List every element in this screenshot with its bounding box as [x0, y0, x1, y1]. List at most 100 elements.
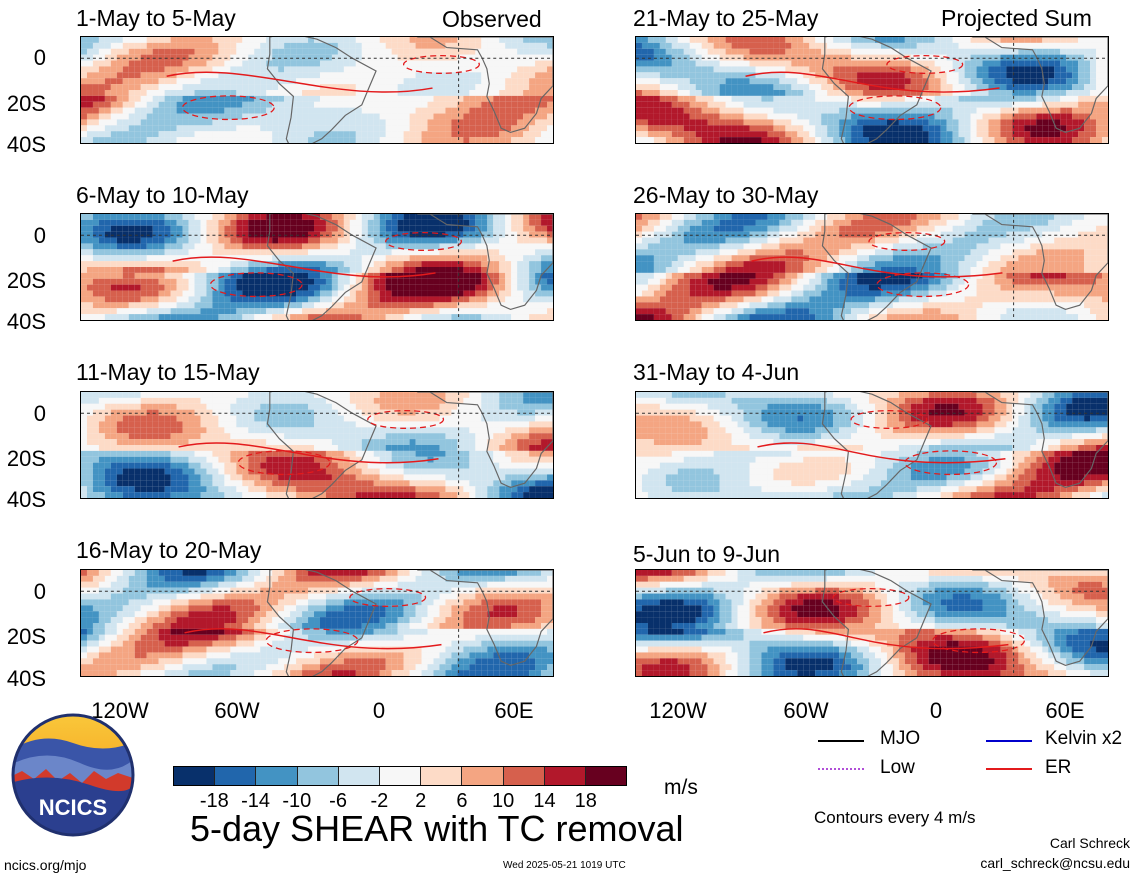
- shear-cell: [110, 42, 117, 49]
- shear-cell: [463, 225, 470, 232]
- shear-cell: [463, 261, 470, 267]
- shear-cell: [81, 66, 87, 73]
- shear-cell: [541, 581, 548, 588]
- shear-cell: [427, 95, 434, 102]
- shear-cell: [385, 278, 392, 285]
- shear-cell: [397, 72, 404, 79]
- shear-cell: [469, 415, 476, 422]
- shear-cell: [535, 231, 542, 238]
- shear-cell: [176, 237, 183, 244]
- shear-cell: [439, 137, 446, 143]
- shear-cell: [194, 445, 201, 451]
- shear-cell: [505, 308, 512, 315]
- shear-cell: [146, 60, 153, 67]
- shear-cell: [481, 427, 488, 434]
- shear-cell: [325, 72, 332, 79]
- shear-cell: [481, 290, 488, 297]
- shear-cell: [302, 492, 309, 498]
- shear-cell: [409, 95, 416, 102]
- shear-cell: [122, 290, 129, 297]
- shear-cell: [134, 119, 141, 126]
- shear-cell: [296, 599, 303, 606]
- shear-cell: [517, 575, 524, 582]
- shear-cell: [529, 278, 536, 285]
- shear-cell: [92, 72, 99, 79]
- shear-cell: [361, 611, 368, 618]
- shear-cell: [487, 468, 494, 475]
- shear-cell: [224, 37, 231, 43]
- shear-cell: [421, 119, 428, 126]
- shear-cell: [188, 243, 195, 250]
- shear-cell: [140, 272, 147, 279]
- shear-cell: [290, 397, 297, 404]
- shear-cell: [499, 486, 506, 493]
- shear-cell: [86, 284, 93, 291]
- shear-cell: [409, 101, 416, 108]
- shear-cell: [302, 125, 309, 132]
- shear-cell: [170, 37, 177, 43]
- shear-cell: [260, 101, 267, 108]
- shear-cell: [349, 480, 356, 487]
- shear-cell: [331, 314, 338, 320]
- shear-cell: [319, 66, 326, 73]
- shear-cell: [421, 433, 428, 440]
- shear-cell: [296, 308, 303, 315]
- shear-cell: [391, 570, 398, 576]
- shear-cell: [110, 617, 117, 623]
- shear-cell: [206, 492, 213, 498]
- shear-cell: [158, 468, 165, 475]
- shear-cell: [499, 415, 506, 422]
- shear-cell: [242, 78, 249, 85]
- shear-cell: [104, 48, 111, 55]
- shear-cell: [475, 278, 482, 285]
- shear-cell: [535, 95, 542, 102]
- shear-cell: [122, 427, 129, 434]
- shear-cell: [110, 480, 117, 487]
- shear-cell: [319, 42, 326, 49]
- shear-cell: [451, 278, 458, 285]
- shear-cell: [535, 101, 542, 108]
- shear-cell: [98, 302, 105, 309]
- shear-cell: [475, 409, 482, 416]
- shear-cell: [493, 308, 500, 315]
- shear-cell: [499, 95, 506, 102]
- shear-cell: [242, 474, 249, 481]
- shear-cell: [272, 225, 279, 232]
- shear-cell: [146, 450, 153, 457]
- shear-cell: [92, 587, 99, 594]
- shear-cell: [421, 296, 428, 303]
- shear-cell: [260, 474, 267, 481]
- shear-cell: [212, 107, 219, 114]
- shear-cell: [397, 95, 404, 102]
- shear-cell: [373, 587, 380, 594]
- shear-cell: [439, 119, 446, 126]
- shear-cell: [158, 290, 165, 297]
- shear-cell: [98, 427, 105, 434]
- shear-cell: [337, 214, 344, 220]
- shear-cell: [200, 421, 207, 428]
- shear-cell: [248, 302, 255, 309]
- shear-cell: [140, 113, 147, 120]
- shear-cell: [331, 78, 338, 85]
- shear-cell: [487, 570, 494, 576]
- shear-cell: [266, 137, 273, 143]
- shear-cell: [302, 575, 309, 582]
- shear-cell: [116, 219, 123, 226]
- shear-cell: [104, 290, 111, 297]
- shear-cell: [218, 231, 225, 238]
- shear-cell: [445, 415, 452, 422]
- shear-cell: [367, 480, 374, 487]
- shear-cell: [505, 611, 512, 618]
- shear-cell: [355, 60, 362, 67]
- shear-cell: [457, 308, 464, 315]
- shear-cell: [200, 37, 207, 43]
- shear-cell: [308, 113, 315, 120]
- shear-cell: [81, 427, 87, 434]
- shear-cell: [230, 107, 237, 114]
- shear-cell: [290, 599, 297, 606]
- shear-cell: [170, 137, 177, 143]
- shear-cell: [325, 427, 332, 434]
- shear-cell: [164, 101, 171, 108]
- shear-cell: [152, 587, 159, 594]
- shear-cell: [230, 54, 237, 61]
